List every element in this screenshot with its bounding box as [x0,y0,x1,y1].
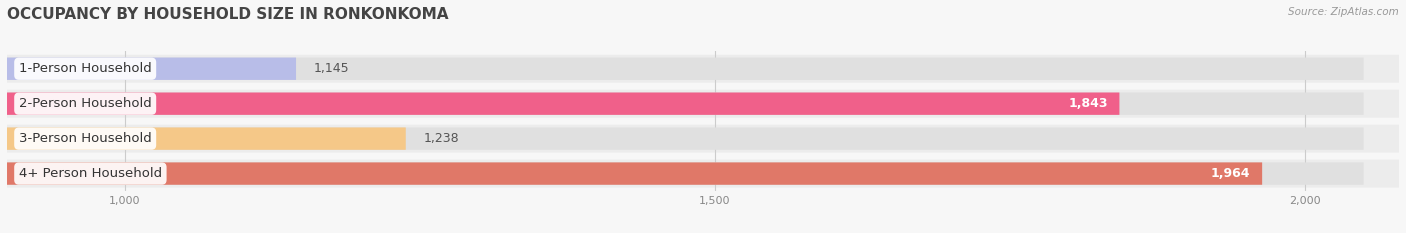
FancyBboxPatch shape [7,160,1399,188]
Text: 1,964: 1,964 [1211,167,1250,180]
Text: 2-Person Household: 2-Person Household [18,97,152,110]
Text: 1,145: 1,145 [314,62,349,75]
FancyBboxPatch shape [7,127,406,150]
Text: OCCUPANCY BY HOUSEHOLD SIZE IN RONKONKOMA: OCCUPANCY BY HOUSEHOLD SIZE IN RONKONKOM… [7,7,449,22]
FancyBboxPatch shape [7,125,1399,153]
FancyBboxPatch shape [7,58,297,80]
FancyBboxPatch shape [7,127,1364,150]
Text: Source: ZipAtlas.com: Source: ZipAtlas.com [1288,7,1399,17]
FancyBboxPatch shape [7,93,1364,115]
FancyBboxPatch shape [7,162,1364,185]
Text: 1-Person Household: 1-Person Household [18,62,152,75]
Text: 4+ Person Household: 4+ Person Household [18,167,162,180]
FancyBboxPatch shape [7,58,1364,80]
FancyBboxPatch shape [7,55,1399,83]
Text: 3-Person Household: 3-Person Household [18,132,152,145]
Text: 1,843: 1,843 [1069,97,1108,110]
Text: 1,238: 1,238 [423,132,458,145]
FancyBboxPatch shape [7,162,1263,185]
FancyBboxPatch shape [7,93,1119,115]
FancyBboxPatch shape [7,90,1399,118]
